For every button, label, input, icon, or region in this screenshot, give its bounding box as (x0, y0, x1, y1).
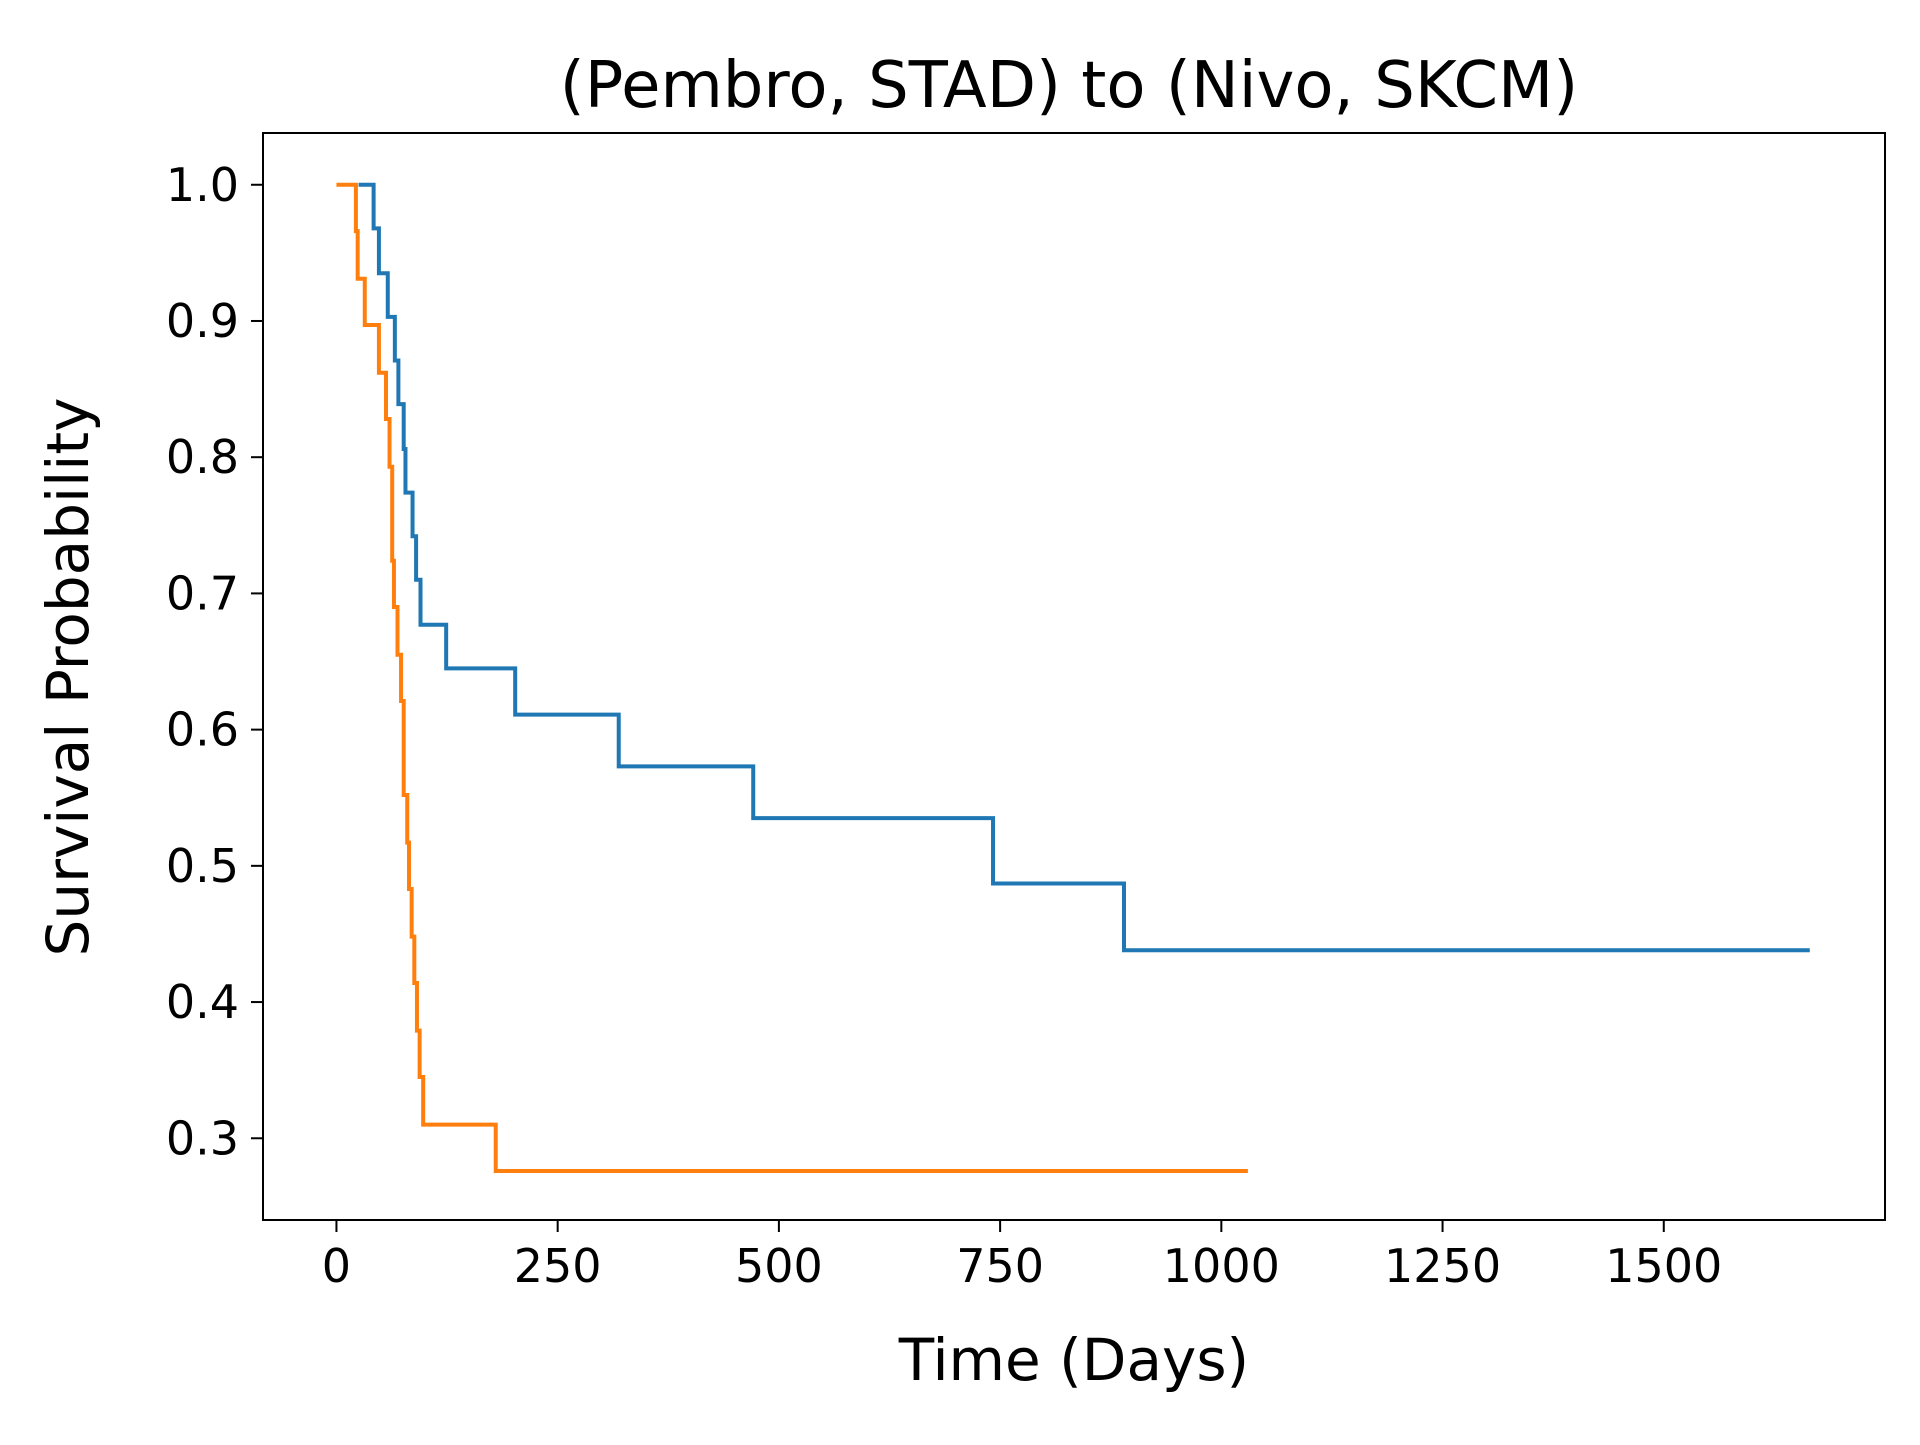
y-tick-label: 0.8 (166, 430, 239, 484)
y-axis-label: Survival Probability (34, 398, 102, 957)
chart-title: (Pembro, STAD) to (Nivo, SKCM) (560, 49, 1578, 123)
x-axis-label: Time (Days) (898, 1326, 1249, 1394)
y-tick-label: 0.5 (166, 839, 239, 893)
x-tick-label: 250 (514, 1239, 602, 1293)
km-series-line-2 (336, 182, 1248, 1173)
x-tick-label: 1500 (1605, 1239, 1722, 1293)
x-tick-label: 0 (322, 1239, 351, 1293)
x-tick-label: 1250 (1384, 1239, 1501, 1293)
x-tick-label: 750 (956, 1239, 1044, 1293)
x-tick-label: 500 (735, 1239, 823, 1293)
x-tick-label: 1000 (1163, 1239, 1280, 1293)
y-tick-label: 0.3 (166, 1111, 239, 1165)
y-tick-label: 1.0 (166, 158, 239, 212)
x-axis: 0 250 500 750 1000 1250 1500 (322, 1220, 1722, 1293)
y-tick-label: 0.4 (166, 975, 239, 1029)
y-tick-label: 0.6 (166, 703, 239, 757)
series-layer (336, 182, 1810, 1173)
y-tick-label: 0.9 (166, 294, 239, 348)
plot-frame (262, 132, 1886, 1221)
y-axis: 0.3 0.4 0.5 0.6 0.7 0.8 0.9 1.0 (166, 158, 263, 1165)
km-series-line-1 (358, 182, 1810, 953)
y-tick-label: 0.7 (166, 566, 239, 620)
